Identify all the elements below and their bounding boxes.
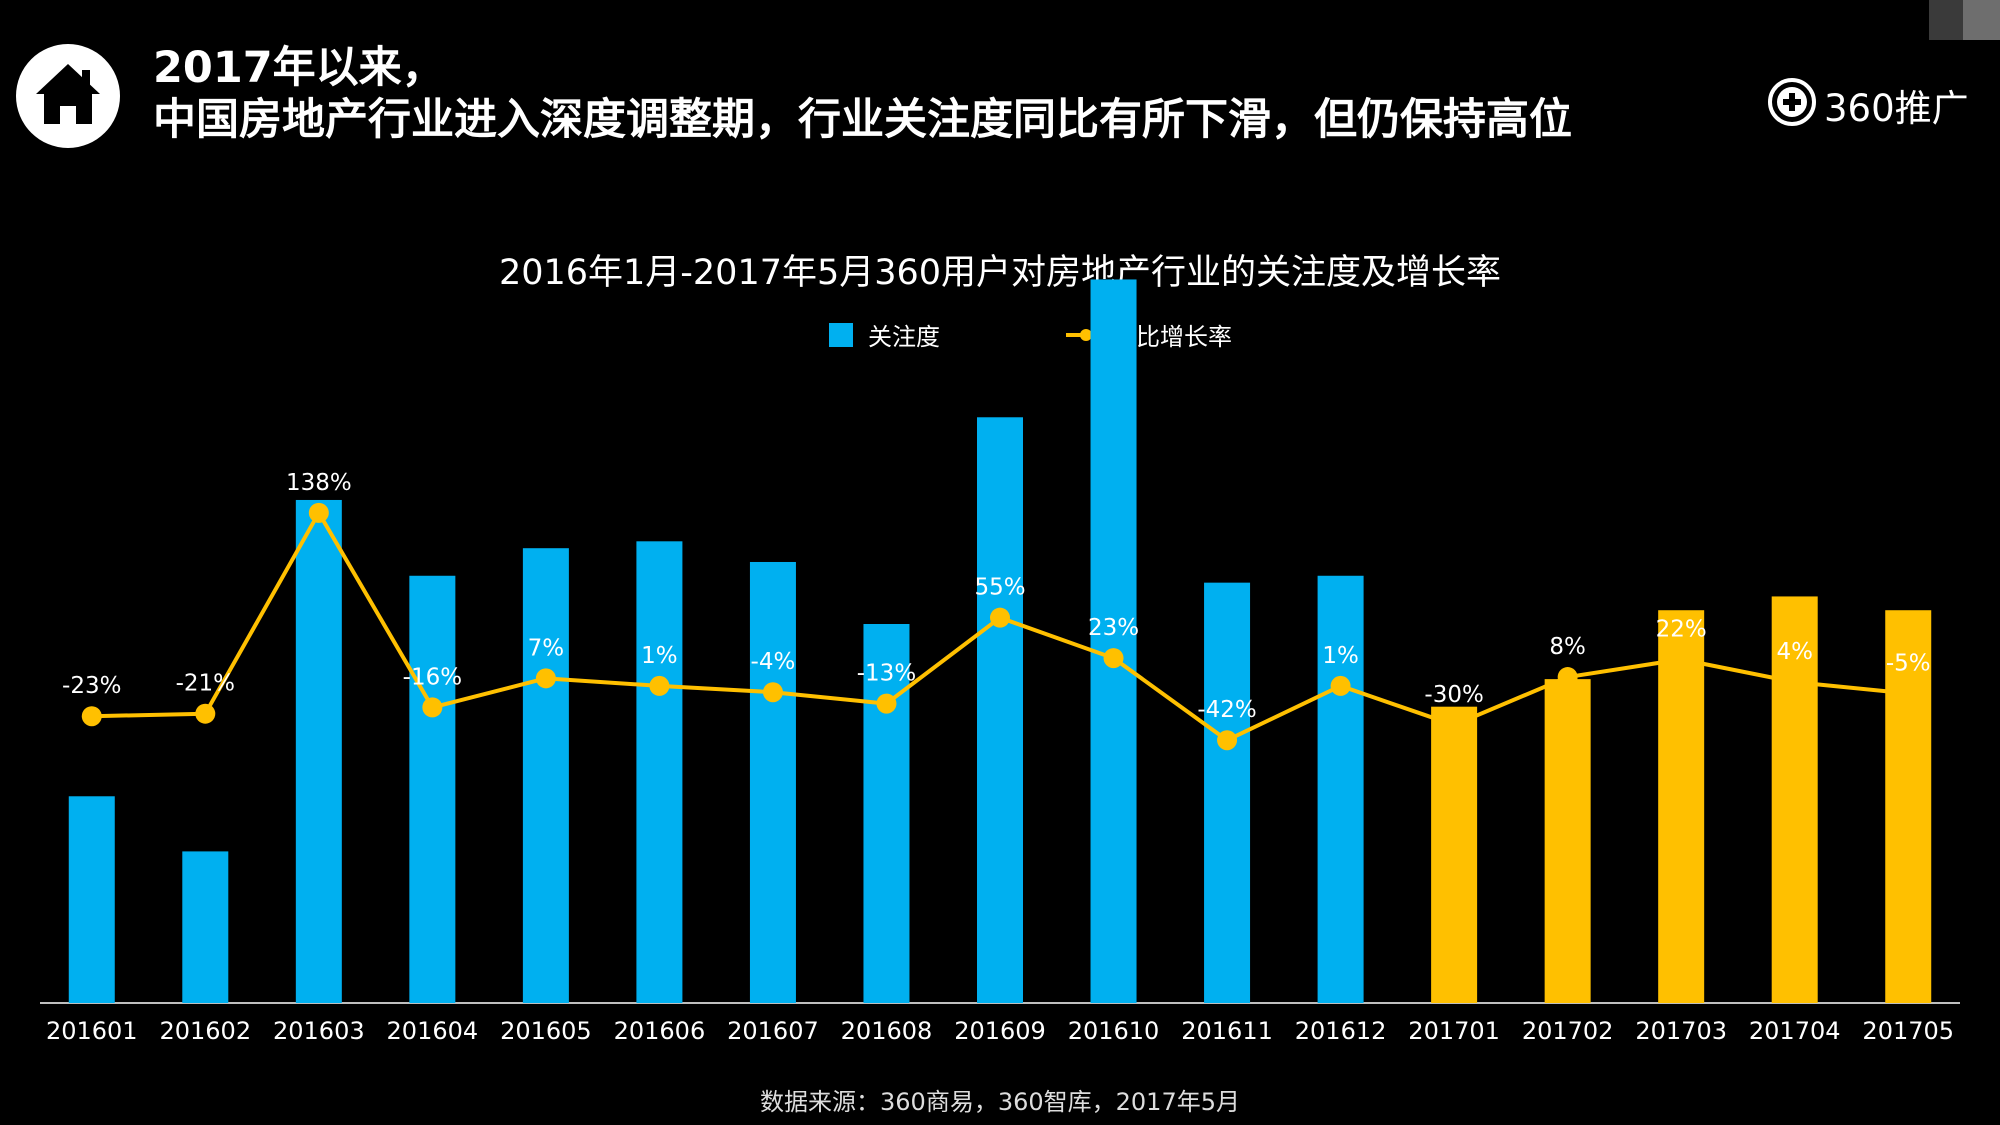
bar-201607 <box>749 561 796 1003</box>
bar-201601 <box>68 796 115 1003</box>
plus-circle-icon <box>1768 78 1816 126</box>
x-tick-201604: 201604 <box>387 1017 479 1045</box>
x-tick-201606: 201606 <box>614 1017 706 1045</box>
x-tick-201608: 201608 <box>841 1017 933 1045</box>
bar-201603 <box>295 499 342 1003</box>
x-tick-201602: 201602 <box>159 1017 251 1045</box>
bar-201704 <box>1771 596 1818 1003</box>
rate-point-201602 <box>195 703 216 724</box>
home-icon <box>16 44 120 148</box>
rate-point-201607 <box>762 682 783 703</box>
title-line-2: 中国房地产行业进入深度调整期，行业关注度同比有所下滑，但仍保持高位 <box>153 95 1572 145</box>
x-tick-201612: 201612 <box>1295 1017 1387 1045</box>
x-tick-201607: 201607 <box>727 1017 819 1045</box>
rate-point-201703 <box>1671 649 1692 670</box>
rate-label-201611: -42% <box>1197 697 1256 723</box>
rate-label-201605: 7% <box>528 635 565 661</box>
rate-point-201611 <box>1217 730 1238 751</box>
legend-bar-label: 关注度 <box>868 323 940 351</box>
data-source: 数据来源：360商易，360智库，2017年5月 <box>760 1088 1240 1116</box>
x-tick-201605: 201605 <box>500 1017 592 1045</box>
x-tick-201609: 201609 <box>954 1017 1046 1045</box>
rate-label-201610: 23% <box>1088 615 1139 641</box>
title-line-1: 2017年以来， <box>153 43 445 93</box>
x-tick-201601: 201601 <box>46 1017 138 1045</box>
bar-201703 <box>1658 610 1705 1003</box>
rate-label-201602: -21% <box>176 671 235 697</box>
x-tick-201610: 201610 <box>1068 1017 1160 1045</box>
rate-point-201704 <box>1784 672 1805 693</box>
rate-point-201609 <box>990 607 1010 628</box>
bar-201606 <box>636 541 683 1003</box>
rate-point-201601 <box>81 706 102 727</box>
bar-201612 <box>1317 575 1364 1003</box>
bar-201701 <box>1431 706 1478 1003</box>
rate-point-201604 <box>422 697 443 718</box>
bar-series <box>68 279 1932 1004</box>
bar-201604 <box>409 575 456 1003</box>
rate-label-201702: 8% <box>1549 634 1586 660</box>
rate-label-201607: -4% <box>751 649 796 675</box>
rate-point-201701 <box>1444 715 1465 736</box>
legend-line-marker <box>1080 329 1092 341</box>
rate-point-201612 <box>1330 675 1351 696</box>
x-tick-labels: 201601 201602 201603 201604 201605 201606 2016… <box>46 1017 1954 1045</box>
x-tick-201702: 201702 <box>1522 1017 1614 1045</box>
chart-title: 2016年1月-2017年5月360用户对房地产行业的关注度及增长率 <box>499 253 1501 293</box>
bar-201702 <box>1544 679 1591 1003</box>
bar-201611 <box>1204 582 1251 1003</box>
bar-201705 <box>1885 610 1932 1003</box>
rate-label-201704: 4% <box>1776 639 1813 665</box>
rate-label-201703: 22% <box>1656 616 1707 642</box>
rate-point-201702 <box>1557 667 1578 688</box>
x-tick-201705: 201705 <box>1862 1017 1954 1045</box>
rate-label-201604: -16% <box>403 664 462 690</box>
rate-label-201701: -30% <box>1424 682 1483 708</box>
page-title: 2017年以来， 中国房地产行业进入深度调整期，行业关注度同比有所下滑，但仍保持… <box>153 42 1572 146</box>
legend: 关注度 环比增长率 <box>829 323 1232 351</box>
rate-point-201610 <box>1103 648 1124 669</box>
brand-logo: 360推广 <box>1766 74 1976 130</box>
rate-label-201606: 1% <box>641 643 678 669</box>
rate-label-201608: -13% <box>857 661 916 687</box>
corner-block-dark <box>1929 0 1963 40</box>
bar-201610 <box>1090 279 1137 1003</box>
rate-label-201705: -5% <box>1886 650 1931 676</box>
rate-point-201608 <box>876 693 897 714</box>
bar-201608 <box>863 624 910 1003</box>
x-tick-201603: 201603 <box>273 1017 365 1045</box>
x-tick-201701: 201701 <box>1408 1017 1500 1045</box>
rate-label-201603: 138% <box>286 470 352 496</box>
corner-block-light <box>1963 0 2000 40</box>
bar-201609 <box>977 417 1023 1004</box>
rate-point-201603 <box>308 502 329 523</box>
line-series: -23% -21% 138% -16% 7% 1% -4% -13% 55% 23% -42% 1% -… <box>62 470 1931 751</box>
rate-label-201609: 55% <box>974 575 1025 601</box>
x-tick-201611: 201611 <box>1181 1017 1273 1045</box>
x-tick-201703: 201703 <box>1635 1017 1727 1045</box>
bar-201605 <box>522 548 569 1003</box>
bar-201602 <box>182 851 229 1003</box>
x-tick-201704: 201704 <box>1749 1017 1841 1045</box>
rate-label-201612: 1% <box>1322 643 1359 669</box>
rate-point-201705 <box>1898 683 1919 704</box>
brand-text: 360推广 <box>1824 87 1969 130</box>
rate-point-201606 <box>649 675 670 696</box>
rate-label-201601: -23% <box>62 673 121 699</box>
legend-bar-swatch <box>829 323 853 347</box>
rate-point-201605 <box>535 668 556 689</box>
